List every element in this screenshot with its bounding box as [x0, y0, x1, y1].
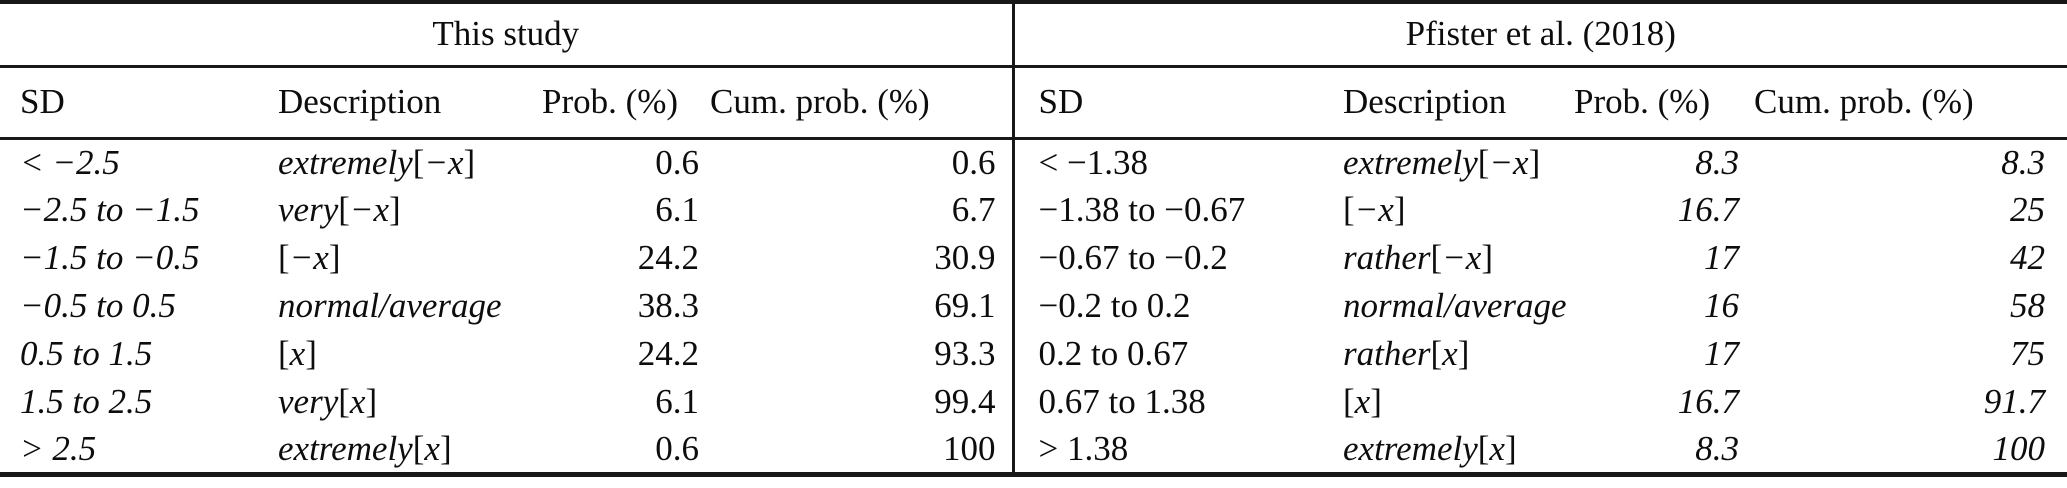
column-header-desc-right: Description — [1323, 66, 1574, 140]
cum-prob-value-right: 25 — [2010, 190, 2046, 229]
group-title-pfister-2018: Pfister et al. (2018) — [1011, 2, 2067, 68]
cum-prob-value-right: 100 — [1992, 428, 2046, 468]
prob-value-left: 24.2 — [637, 334, 699, 373]
cum-prob-value-right: 91.7 — [1983, 382, 2046, 421]
group-header-row: This study Pfister et al. (2018) — [0, 2, 2067, 68]
sd-range-right: < −1.38 — [1011, 138, 1324, 186]
cum-prob-value-left: 99.4 — [934, 382, 996, 421]
prob-value-left: 38.3 — [637, 286, 699, 325]
prob-value-left: 24.2 — [637, 238, 699, 277]
prob-value-left: 6.1 — [655, 382, 699, 421]
cum-prob-value-right: 75 — [2010, 334, 2046, 373]
cum-prob-value-left: 69.1 — [934, 286, 996, 325]
description-left: normal/average — [278, 286, 502, 325]
table-row: −2.5 to −1.5 very[−x] 6.1 6.7 −1.38 to −… — [0, 186, 2067, 234]
sd-range-right: −0.67 to −0.2 — [1011, 234, 1324, 282]
table-body: < −2.5 extremely[−x] 0.6 0.6 < −1.38 ext… — [0, 138, 2067, 474]
column-header-prob-right: Prob. (%) — [1573, 66, 1754, 140]
column-header-sd-right: SD — [1011, 66, 1324, 140]
table-row: 1.5 to 2.5 very[x] 6.1 99.4 0.67 to 1.38… — [0, 378, 2067, 426]
description-right: extremely[−x] — [1343, 142, 1541, 182]
prob-value-right: 16.7 — [1677, 190, 1740, 229]
sd-range-left: −2.5 to −1.5 — [20, 190, 200, 229]
table-row: −1.5 to −0.5 [−x] 24.2 30.9 −0.67 to −0.… — [0, 234, 2067, 282]
table-row: −0.5 to 0.5 normal/average 38.3 69.1 −0.… — [0, 282, 2067, 330]
sd-range-left: 0.5 to 1.5 — [20, 334, 153, 373]
column-header-desc-left: Description — [258, 66, 541, 140]
cum-prob-value-left: 93.3 — [934, 334, 996, 373]
description-right: normal/average — [1343, 286, 1567, 325]
sd-range-right: 0.67 to 1.38 — [1011, 378, 1324, 426]
sd-probability-comparison-table: This study Pfister et al. (2018) SD Desc… — [0, 0, 2067, 477]
cum-prob-value-left: 6.7 — [951, 190, 996, 229]
sd-range-left: < −2.5 — [20, 142, 120, 182]
prob-value-right: 8.3 — [1695, 428, 1740, 468]
cum-prob-value-right: 58 — [2010, 286, 2046, 325]
description-left: very[x] — [278, 382, 378, 421]
group-title-this-study: This study — [0, 2, 1014, 68]
prob-value-left: 6.1 — [655, 190, 699, 229]
description-right: [x] — [1343, 382, 1382, 421]
prob-value-right: 16.7 — [1677, 382, 1740, 421]
prob-value-right: 8.3 — [1695, 142, 1740, 182]
description-left: [−x] — [278, 238, 341, 277]
description-left: [x] — [278, 334, 317, 373]
sd-range-right: −1.38 to −0.67 — [1011, 186, 1324, 234]
sd-range-right: −0.2 to 0.2 — [1011, 282, 1324, 330]
column-header-cumprob-left: Cum. prob. (%) — [709, 66, 1014, 140]
sd-range-right: 0.2 to 0.67 — [1011, 330, 1324, 378]
table-row: > 2.5 extremely[x] 0.6 100 > 1.38 extrem… — [0, 426, 2067, 474]
cum-prob-value-right: 42 — [2010, 238, 2046, 277]
sd-range-right: > 1.38 — [1011, 426, 1324, 474]
prob-value-right: 17 — [1704, 238, 1740, 277]
description-right: extremely[x] — [1343, 428, 1517, 468]
description-right: rather[−x] — [1343, 238, 1493, 277]
description-left: extremely[x] — [278, 428, 452, 468]
description-right: [−x] — [1343, 190, 1406, 229]
prob-value-right: 16 — [1704, 286, 1740, 325]
description-left: very[−x] — [278, 190, 401, 229]
prob-value-right: 17 — [1704, 334, 1740, 373]
description-left: extremely[−x] — [278, 142, 476, 182]
table-row: < −2.5 extremely[−x] 0.6 0.6 < −1.38 ext… — [0, 138, 2067, 186]
cum-prob-value-right: 8.3 — [2001, 142, 2046, 182]
table-row: 0.5 to 1.5 [x] 24.2 93.3 0.2 to 0.67 rat… — [0, 330, 2067, 378]
sd-range-left: −0.5 to 0.5 — [20, 286, 176, 325]
cum-prob-value-left: 0.6 — [951, 142, 996, 182]
column-header-row: SD Description Prob. (%) Cum. prob. (%) … — [0, 66, 2067, 140]
sd-range-left: 1.5 to 2.5 — [20, 382, 153, 421]
prob-value-left: 0.6 — [655, 428, 699, 468]
column-header-sd-left: SD — [0, 66, 258, 140]
column-header-prob-left: Prob. (%) — [541, 66, 709, 140]
prob-value-left: 0.6 — [655, 142, 699, 182]
sd-range-left: −1.5 to −0.5 — [20, 238, 200, 277]
cum-prob-value-left: 30.9 — [934, 238, 996, 277]
column-header-cumprob-right: Cum. prob. (%) — [1753, 66, 2067, 140]
sd-range-left: > 2.5 — [20, 428, 97, 468]
cum-prob-value-left: 100 — [943, 428, 996, 468]
description-right: rather[x] — [1343, 334, 1470, 373]
